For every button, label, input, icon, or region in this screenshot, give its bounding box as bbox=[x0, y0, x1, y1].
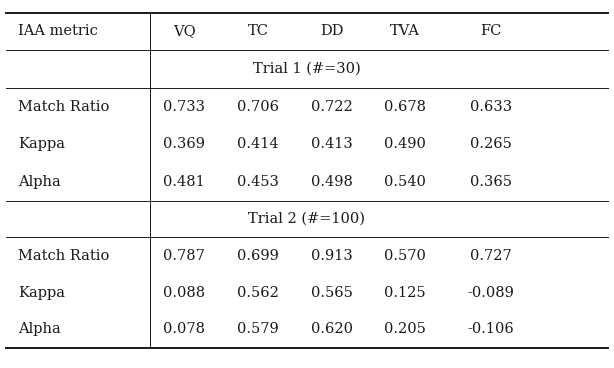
Text: DD: DD bbox=[320, 24, 343, 38]
Text: 0.633: 0.633 bbox=[470, 100, 512, 114]
Text: 0.365: 0.365 bbox=[470, 175, 512, 189]
Text: 0.265: 0.265 bbox=[470, 137, 512, 152]
Text: 0.498: 0.498 bbox=[311, 175, 352, 189]
Text: 0.913: 0.913 bbox=[311, 249, 352, 263]
Text: 0.205: 0.205 bbox=[384, 322, 426, 336]
Text: IAA metric: IAA metric bbox=[18, 24, 98, 38]
Text: TVA: TVA bbox=[391, 24, 420, 38]
Text: 0.699: 0.699 bbox=[237, 249, 279, 263]
Text: 0.369: 0.369 bbox=[163, 137, 205, 152]
Text: 0.565: 0.565 bbox=[311, 286, 352, 300]
Text: 0.727: 0.727 bbox=[470, 249, 512, 263]
Text: Kappa: Kappa bbox=[18, 286, 66, 300]
Text: Match Ratio: Match Ratio bbox=[18, 100, 110, 114]
Text: 0.125: 0.125 bbox=[384, 286, 426, 300]
Text: 0.787: 0.787 bbox=[163, 249, 205, 263]
Text: 0.678: 0.678 bbox=[384, 100, 426, 114]
Text: 0.078: 0.078 bbox=[163, 322, 205, 336]
Text: 0.490: 0.490 bbox=[384, 137, 426, 152]
Text: Trial 2 (#=100): Trial 2 (#=100) bbox=[249, 212, 365, 226]
Text: Kappa: Kappa bbox=[18, 137, 66, 152]
Text: Alpha: Alpha bbox=[18, 322, 61, 336]
Text: VQ: VQ bbox=[173, 24, 196, 38]
Text: Trial 1 (#=30): Trial 1 (#=30) bbox=[253, 62, 361, 76]
Text: 0.733: 0.733 bbox=[163, 100, 205, 114]
Text: 0.453: 0.453 bbox=[237, 175, 279, 189]
Text: FC: FC bbox=[481, 24, 502, 38]
Text: Match Ratio: Match Ratio bbox=[18, 249, 110, 263]
Text: 0.088: 0.088 bbox=[163, 286, 205, 300]
Text: 0.481: 0.481 bbox=[163, 175, 205, 189]
Text: TC: TC bbox=[247, 24, 268, 38]
Text: 0.706: 0.706 bbox=[237, 100, 279, 114]
Text: 0.562: 0.562 bbox=[237, 286, 279, 300]
Text: 0.414: 0.414 bbox=[237, 137, 279, 152]
Text: 0.620: 0.620 bbox=[311, 322, 352, 336]
Text: -0.106: -0.106 bbox=[468, 322, 515, 336]
Text: 0.570: 0.570 bbox=[384, 249, 426, 263]
Text: Alpha: Alpha bbox=[18, 175, 61, 189]
Text: 0.540: 0.540 bbox=[384, 175, 426, 189]
Text: 0.579: 0.579 bbox=[237, 322, 279, 336]
Text: 0.722: 0.722 bbox=[311, 100, 352, 114]
Text: 0.413: 0.413 bbox=[311, 137, 352, 152]
Text: -0.089: -0.089 bbox=[468, 286, 515, 300]
